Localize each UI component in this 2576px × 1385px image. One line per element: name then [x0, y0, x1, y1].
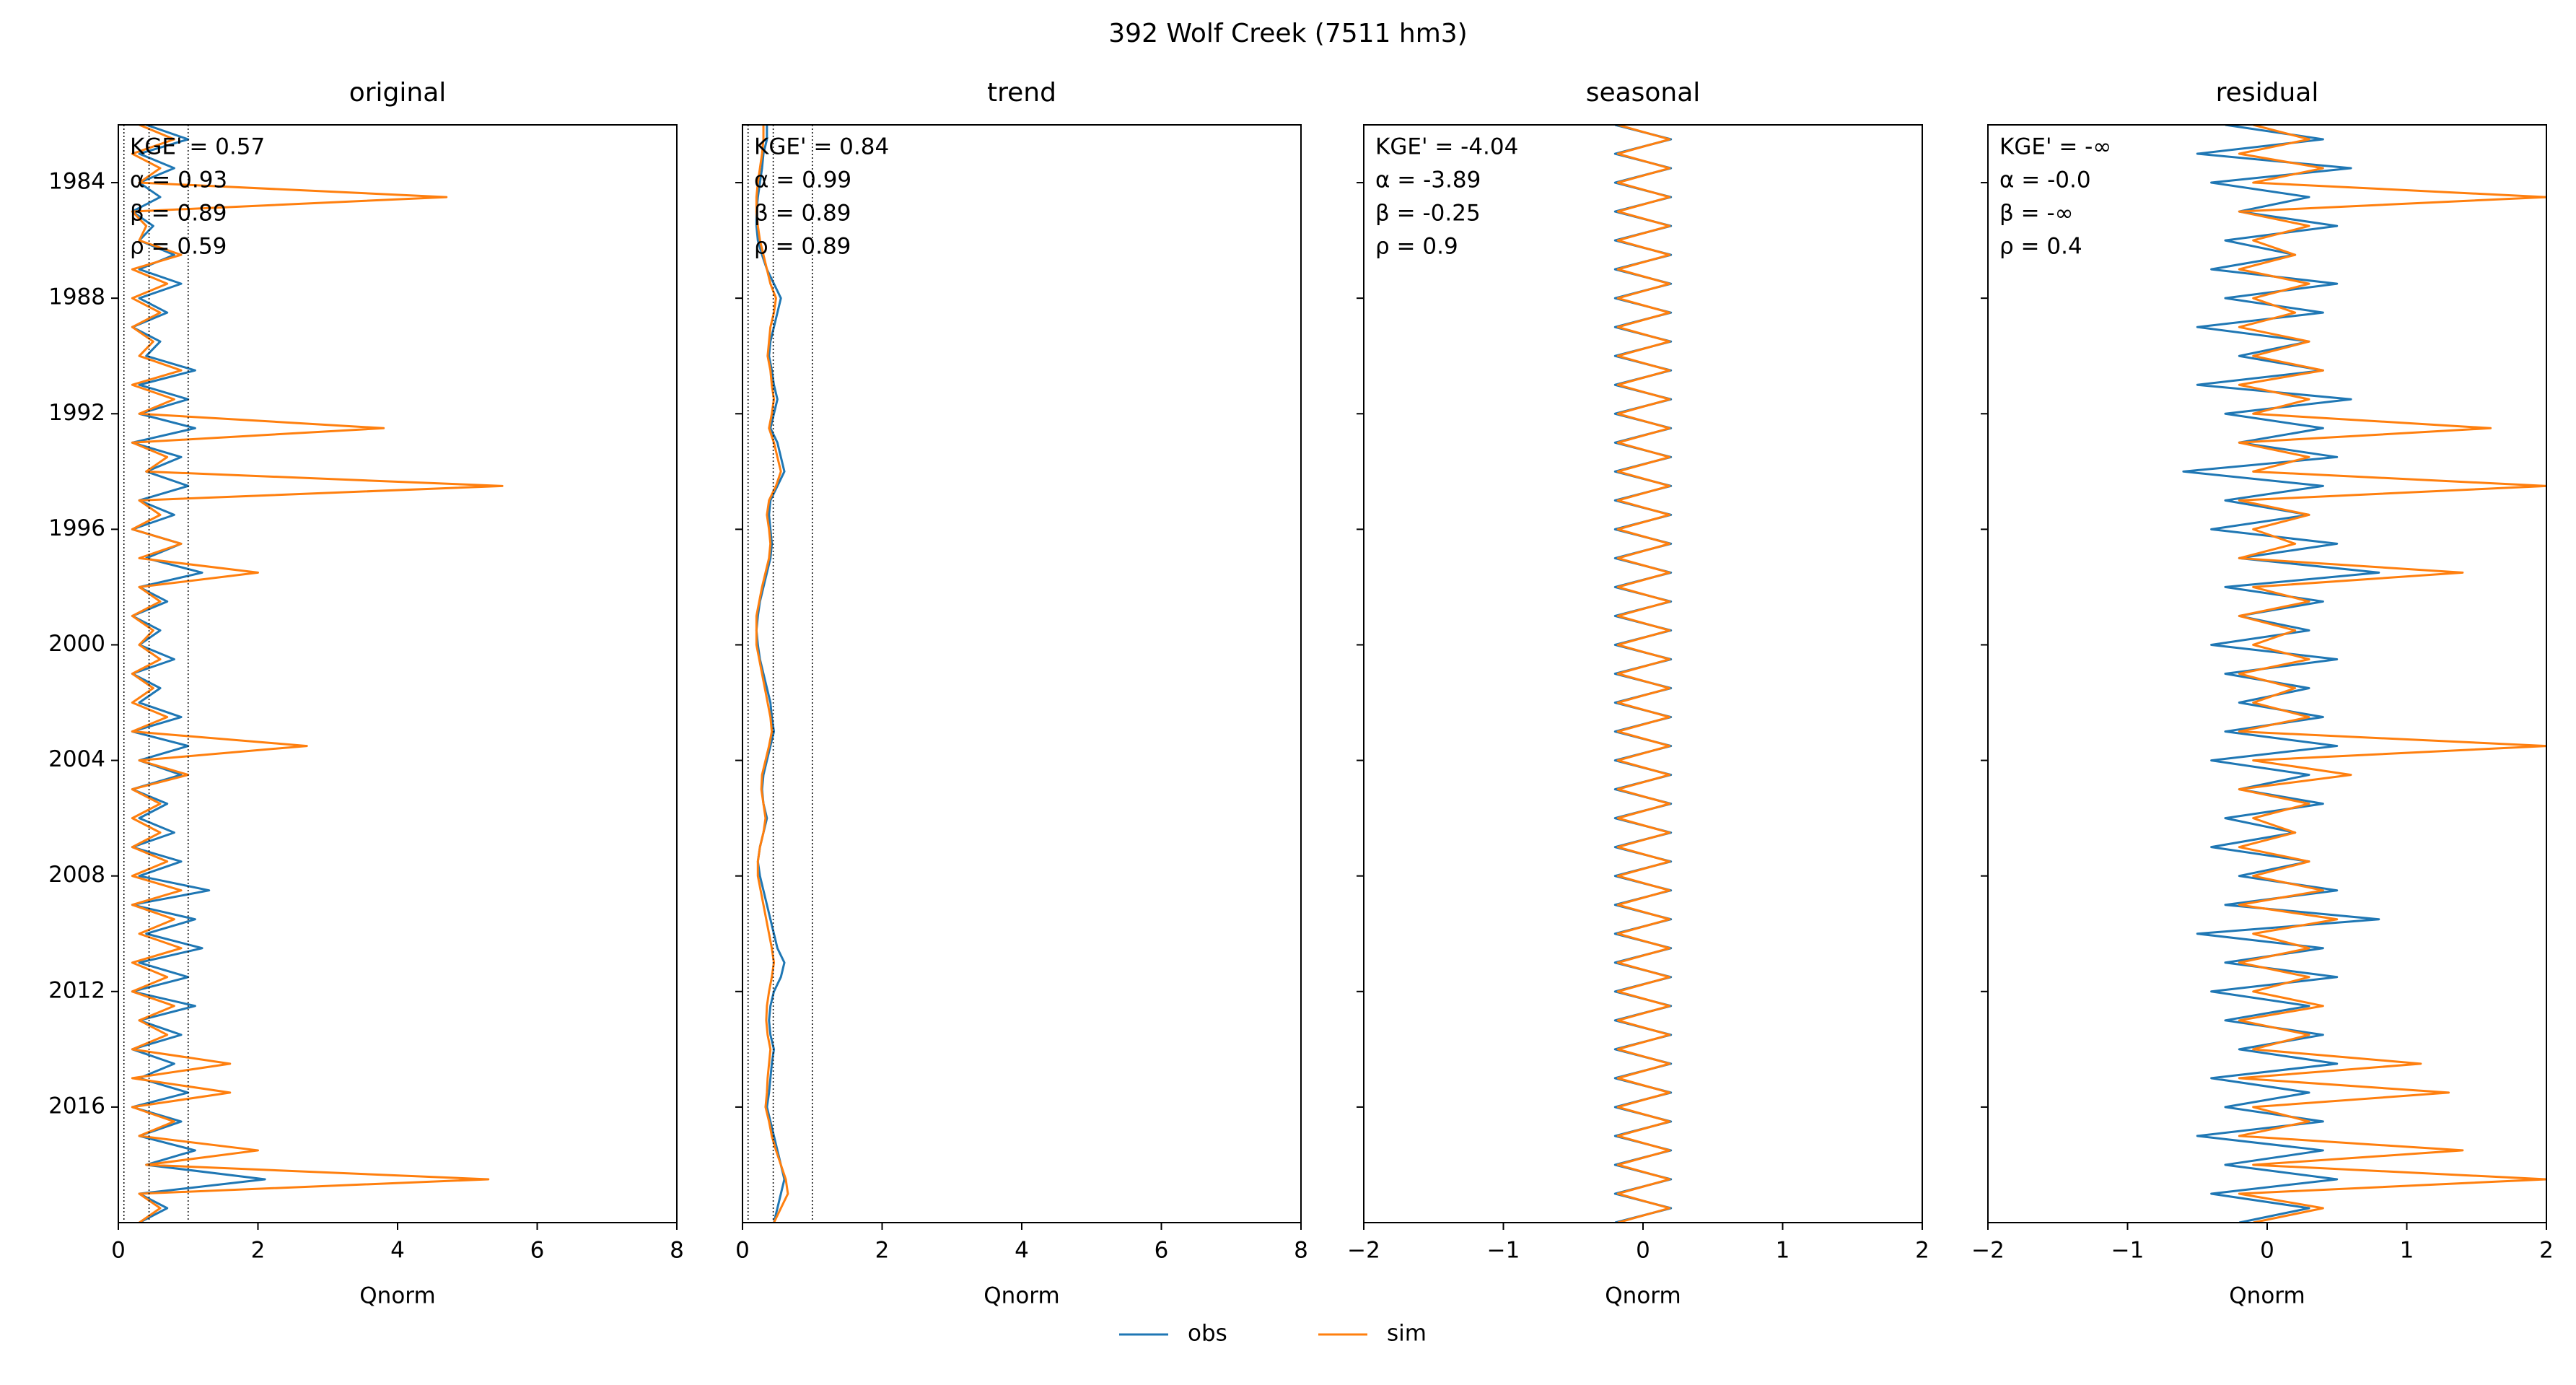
x-tick-label: 0 — [1636, 1238, 1650, 1264]
legend-label: obs — [1188, 1321, 1227, 1347]
y-tick-label: 1984 — [48, 169, 105, 195]
x-tick-label: 2 — [2539, 1238, 2554, 1264]
plot-frame — [1987, 124, 2547, 1223]
figure-title: 392 Wolf Creek (7511 hm3) — [1108, 19, 1467, 48]
series-line — [755, 125, 786, 1223]
x-tick-label: 4 — [390, 1238, 405, 1264]
x-axis-label: Qnorm — [2229, 1283, 2305, 1309]
x-tick-label: 0 — [111, 1238, 126, 1264]
x-tick-label: 2 — [1915, 1238, 1929, 1264]
annotation: β = 0.89 — [130, 201, 227, 227]
y-tick-label: 1996 — [48, 515, 105, 541]
x-axis-label: Qnorm — [359, 1283, 435, 1309]
x-tick-label: 8 — [1294, 1238, 1308, 1264]
x-tick-label: 2 — [251, 1238, 266, 1264]
annotation: β = -0.25 — [1375, 201, 1481, 227]
series-line — [131, 125, 504, 1223]
x-tick-label: 6 — [1155, 1238, 1169, 1264]
x-tick-label: 4 — [1015, 1238, 1029, 1264]
annotation: KGE' = 0.57 — [130, 134, 265, 160]
annotation: ρ = 0.9 — [1375, 234, 1458, 260]
x-tick-label: 1 — [1776, 1238, 1790, 1264]
plot-frame — [1363, 124, 1923, 1223]
plot-frame — [118, 124, 678, 1223]
x-axis-label: Qnorm — [983, 1283, 1059, 1309]
annotation: β = 0.89 — [754, 201, 851, 227]
annotation: ρ = 0.4 — [1999, 234, 2082, 260]
annotation: α = 0.93 — [130, 167, 227, 193]
series-line — [755, 125, 789, 1223]
x-tick-label: −2 — [1971, 1238, 2005, 1264]
annotation: α = 0.99 — [754, 167, 851, 193]
x-tick-label: 6 — [530, 1238, 545, 1264]
panel-title: original — [349, 78, 447, 108]
annotation: ρ = 0.89 — [754, 234, 851, 260]
x-tick-label: 0 — [2260, 1238, 2274, 1264]
annotation: α = -3.89 — [1375, 167, 1481, 193]
x-tick-label: −1 — [2111, 1238, 2145, 1264]
annotation: KGE' = 0.84 — [754, 134, 889, 160]
x-tick-label: 2 — [875, 1238, 890, 1264]
x-tick-label: 8 — [670, 1238, 684, 1264]
annotation: α = -0.0 — [1999, 167, 2091, 193]
y-tick-label: 2012 — [48, 977, 105, 1003]
panel-title: seasonal — [1586, 78, 1701, 108]
series-line — [2238, 125, 2546, 1223]
y-tick-label: 1992 — [48, 400, 105, 426]
panel-title: residual — [2216, 78, 2319, 108]
x-axis-label: Qnorm — [1605, 1283, 1681, 1309]
legend-label: sim — [1387, 1321, 1427, 1347]
annotation: KGE' = -4.04 — [1375, 134, 1518, 160]
x-tick-label: 0 — [735, 1238, 750, 1264]
series-line — [2182, 125, 2380, 1223]
annotation: β = -∞ — [1999, 201, 2073, 227]
annotation: KGE' = -∞ — [1999, 134, 2111, 160]
y-tick-label: 2008 — [48, 862, 105, 888]
y-tick-label: 1988 — [48, 284, 105, 310]
x-tick-label: −2 — [1347, 1238, 1380, 1264]
y-tick-label: 2000 — [48, 631, 105, 657]
series-line — [1616, 125, 1671, 1223]
y-tick-label: 2016 — [48, 1093, 105, 1119]
x-tick-label: −1 — [1487, 1238, 1520, 1264]
annotation: ρ = 0.59 — [130, 234, 227, 260]
y-tick-label: 2004 — [48, 746, 105, 772]
plot-frame — [742, 124, 1302, 1223]
panel-title: trend — [987, 78, 1056, 108]
x-tick-label: 1 — [2400, 1238, 2414, 1264]
